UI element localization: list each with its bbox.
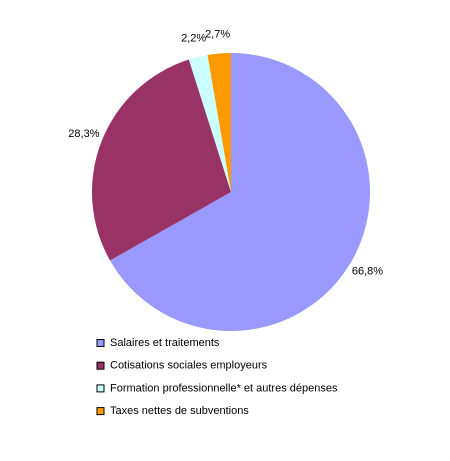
data-label: 28,3% bbox=[68, 128, 99, 140]
pie-slice bbox=[188, 54, 231, 193]
data-label: 2,2% bbox=[181, 32, 206, 44]
legend-swatch bbox=[96, 361, 105, 370]
legend-label: Cotisations sociales employeurs bbox=[110, 360, 268, 372]
pie-slice bbox=[110, 53, 370, 331]
pie-slice bbox=[207, 53, 231, 192]
legend-swatch bbox=[96, 407, 105, 416]
data-label: 66,8% bbox=[352, 265, 383, 277]
legend-swatch bbox=[96, 384, 105, 393]
data-label: 2,7% bbox=[205, 28, 230, 40]
pie-slice bbox=[92, 59, 231, 261]
legend-label: Taxes nettes de subventions bbox=[110, 405, 249, 417]
legend-label: Formation professionnelle* et autres dép… bbox=[110, 382, 338, 394]
legend-swatch bbox=[96, 339, 105, 347]
legend-label: Salaires et traitements bbox=[110, 337, 220, 349]
